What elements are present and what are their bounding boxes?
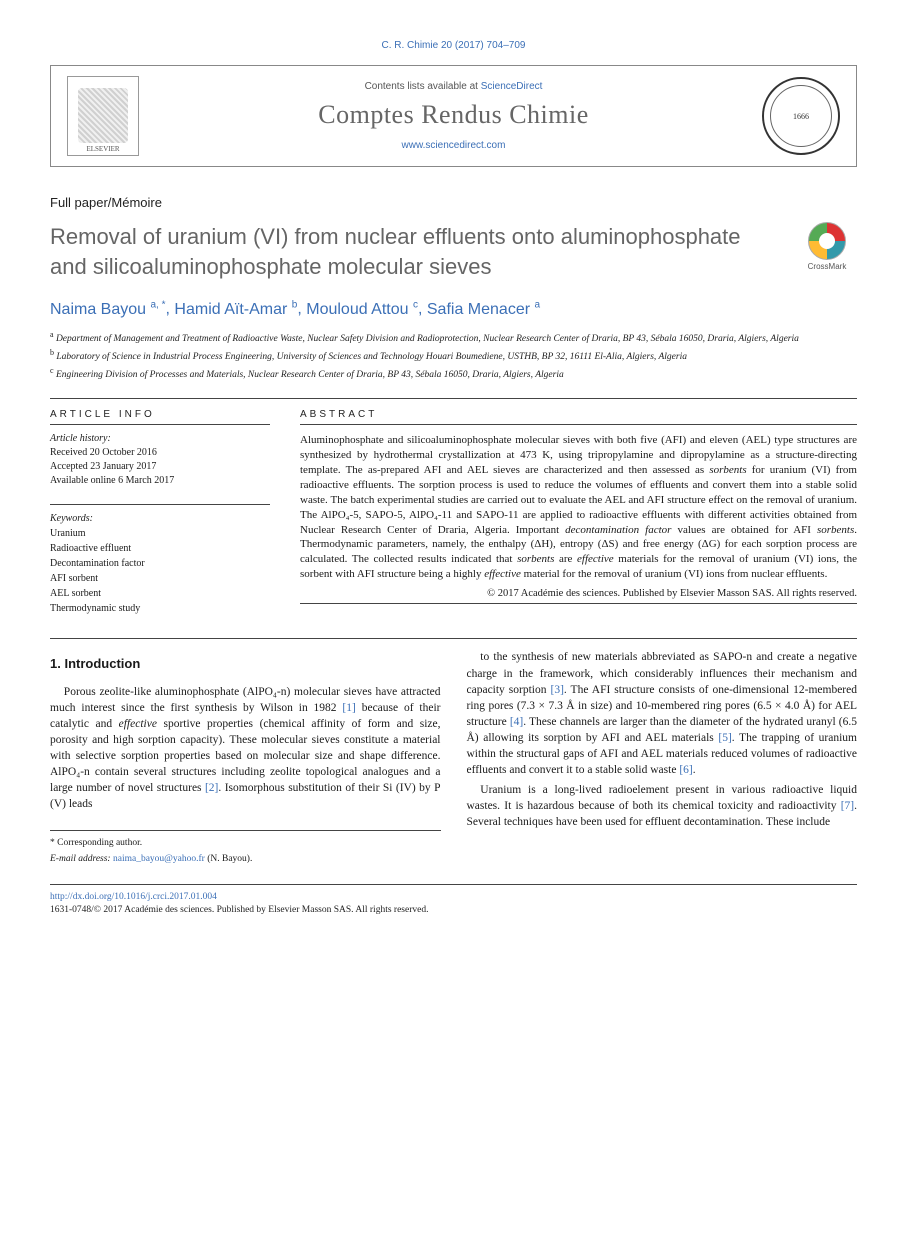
elsevier-label: ELSEVIER	[86, 145, 119, 153]
divider	[50, 398, 857, 399]
keywords-label: Keywords:	[50, 513, 270, 524]
history-line: Received 20 October 2016	[50, 446, 270, 460]
author[interactable]: Hamid Aït-Amar b	[174, 301, 297, 318]
article-info-column: ARTICLE INFO Article history: Received 2…	[50, 409, 270, 616]
article-title: Removal of uranium (VI) from nuclear eff…	[50, 222, 773, 281]
keyword: Uranium	[50, 526, 270, 541]
crossmark-icon	[808, 222, 846, 260]
keyword: AEL sorbent	[50, 586, 270, 601]
abstract-heading: ABSTRACT	[300, 409, 857, 420]
email-label: E-mail address:	[50, 854, 113, 864]
keyword: Thermodynamic study	[50, 601, 270, 616]
article-body: 1. Introduction Porous zeolite-like alum…	[50, 649, 857, 866]
doi-line: http://dx.doi.org/10.1016/j.crci.2017.01…	[50, 891, 857, 904]
corresponding-email: E-mail address: naima_bayou@yahoo.fr (N.…	[50, 853, 441, 866]
crossmark-badge[interactable]: CrossMark	[797, 222, 857, 271]
contents-available-line: Contents lists available at ScienceDirec…	[157, 81, 750, 92]
keyword: Radioactive effluent	[50, 541, 270, 556]
author[interactable]: Mouloud Attou c	[306, 301, 418, 318]
journal-name: Comptes Rendus Chimie	[157, 100, 750, 130]
history-label: Article history:	[50, 433, 270, 444]
affiliation: c Engineering Division of Processes and …	[50, 365, 857, 383]
section-heading: 1. Introduction	[50, 655, 441, 673]
article-info-heading: ARTICLE INFO	[50, 409, 270, 420]
affiliation: b Laboratory of Science in Industrial Pr…	[50, 347, 857, 365]
publisher-logo-block: ELSEVIER	[67, 76, 157, 156]
paragraph: to the synthesis of new materials abbrev…	[467, 649, 858, 778]
doi-link[interactable]: http://dx.doi.org/10.1016/j.crci.2017.01…	[50, 892, 217, 902]
paragraph: Porous zeolite-like aluminophosphate (Al…	[50, 684, 441, 813]
keyword: AFI sorbent	[50, 571, 270, 586]
email-suffix: (N. Bayou).	[205, 854, 253, 864]
corresponding-author-note: * Corresponding author.	[50, 837, 441, 850]
article-history: Received 20 October 2016 Accepted 23 Jan…	[50, 446, 270, 488]
footer-block: * Corresponding author. E-mail address: …	[50, 830, 441, 866]
elsevier-tree-icon	[78, 88, 128, 143]
article-type: Full paper/Mémoire	[50, 195, 857, 210]
affiliation: a Department of Management and Treatment…	[50, 329, 857, 347]
email-link[interactable]: naima_bayou@yahoo.fr	[113, 854, 205, 864]
keyword: Decontamination factor	[50, 556, 270, 571]
journal-url[interactable]: www.sciencedirect.com	[157, 140, 750, 151]
author[interactable]: Safia Menacer a	[427, 301, 540, 318]
copyright-line: © 2017 Académie des sciences. Published …	[300, 588, 857, 599]
abstract-text: Aluminophosphate and silicoaluminophosph…	[300, 433, 857, 581]
running-head: C. R. Chimie 20 (2017) 704–709	[50, 40, 857, 51]
issn-copyright-line: 1631-0748/© 2017 Académie des sciences. …	[50, 904, 857, 917]
affiliations: a Department of Management and Treatment…	[50, 329, 857, 383]
academie-seal-icon	[762, 77, 840, 155]
crossmark-label: CrossMark	[808, 262, 847, 271]
paragraph: Uranium is a long-lived radioelement pre…	[467, 782, 858, 830]
author[interactable]: Naima Bayou a, *	[50, 301, 166, 318]
abstract-column: ABSTRACT Aluminophosphate and silicoalum…	[300, 409, 857, 616]
elsevier-logo: ELSEVIER	[67, 76, 139, 156]
journal-masthead: ELSEVIER Contents lists available at Sci…	[50, 65, 857, 167]
contents-prefix: Contents lists available at	[365, 81, 481, 92]
sciencedirect-link[interactable]: ScienceDirect	[481, 81, 543, 92]
history-line: Available online 6 March 2017	[50, 474, 270, 488]
page-footer: http://dx.doi.org/10.1016/j.crci.2017.01…	[50, 884, 857, 918]
keywords-list: Uranium Radioactive effluent Decontamina…	[50, 526, 270, 616]
divider	[50, 638, 857, 639]
author-list: Naima Bayou a, *, Hamid Aït-Amar b, Moul…	[50, 299, 857, 318]
history-line: Accepted 23 January 2017	[50, 460, 270, 474]
